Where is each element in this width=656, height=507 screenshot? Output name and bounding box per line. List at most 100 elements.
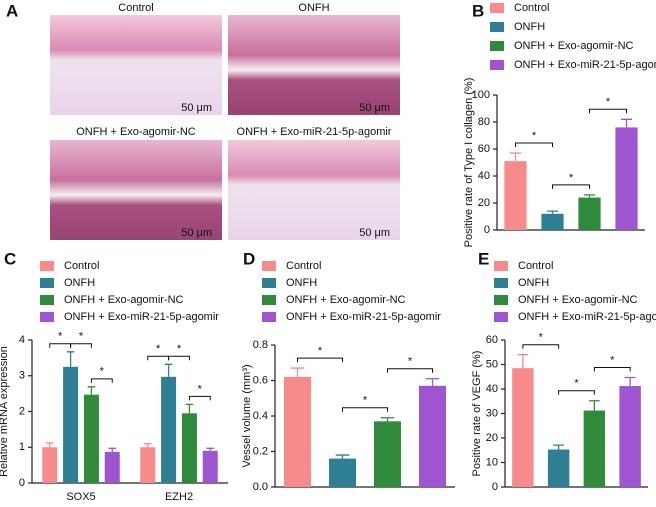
image-label: ONFH [298, 2, 329, 14]
bar [284, 376, 311, 487]
y-tick-label: 0 [484, 224, 490, 236]
significance-bracket [515, 142, 553, 148]
image-label: ONFH + Exo-miR-21-5p-agomir [237, 126, 392, 138]
significance-label: * [574, 378, 579, 390]
legend-swatch [494, 278, 508, 288]
y-tick-label: 30 [486, 407, 498, 419]
legend-swatch [262, 278, 276, 288]
legend-swatch [494, 261, 508, 271]
panel-letter: A [6, 1, 18, 20]
panel-letter: D [243, 249, 255, 268]
legend-label: ONFH + Exo-miR-21-5p-agomir [514, 59, 656, 71]
significance-label: * [408, 356, 413, 368]
legend-swatch [494, 312, 508, 322]
error-bar [620, 118, 633, 128]
bar [547, 449, 570, 487]
histology-image [228, 15, 400, 115]
y-tick-label: 4 [19, 334, 25, 346]
y-tick-label: 10 [486, 456, 498, 468]
y-tick-label: 0.8 [253, 339, 268, 351]
bar [583, 410, 606, 487]
legend-label: ONFH [514, 21, 545, 33]
legend-swatch [490, 60, 504, 70]
bar [104, 451, 120, 483]
legend-swatch [40, 261, 54, 271]
y-tick-label: 1 [19, 441, 25, 453]
y-tick-label: 20 [478, 197, 490, 209]
bar [419, 385, 446, 487]
significance-label: * [177, 343, 182, 355]
y-tick-label: 0.4 [253, 410, 268, 422]
legend-swatch [40, 312, 54, 322]
legend-label: ONFH + Exo-agomir-NC [514, 40, 634, 52]
significance-bracket [188, 395, 211, 401]
legend-swatch [262, 261, 276, 271]
y-tick-label: 40 [486, 383, 498, 395]
significance-label: * [100, 366, 105, 378]
significance-label: * [318, 345, 323, 357]
legend-label: ONFH + Exo-miR-21-5p-agomir [64, 311, 219, 323]
y-tick-label: 80 [478, 116, 490, 128]
bar [42, 447, 58, 483]
legend-label: Control [514, 2, 549, 14]
error-bar [546, 210, 559, 214]
legend-label: Control [64, 260, 99, 272]
bar [140, 447, 156, 483]
y-axis-label: Positive rate of Type I collagen (%) [463, 78, 475, 248]
error-bar [185, 403, 194, 414]
bar [578, 197, 601, 230]
significance-bracket [70, 343, 92, 348]
legend-label: ONFH + Exo-miR-21-5p-agomir [286, 311, 441, 323]
legend-swatch [490, 3, 504, 13]
significance-bracket [558, 390, 595, 395]
y-tick-label: 3 [19, 370, 25, 382]
y-tick-label: 50 [486, 358, 498, 370]
y-tick-label: 0.6 [253, 374, 268, 386]
y-tick-label: 100 [472, 89, 490, 101]
bar [374, 421, 401, 487]
error-bar [553, 444, 564, 450]
scale-bar-label: 50 μm [359, 102, 390, 114]
significance-bracket [90, 378, 113, 383]
error-bar [66, 351, 75, 367]
significance-bracket [49, 343, 72, 348]
bar [512, 368, 534, 487]
significance-label: * [539, 332, 544, 344]
y-tick-label: 0.2 [253, 445, 268, 457]
legend-label: ONFH + Exo-miR-21-5p-agomir [518, 311, 656, 323]
legend-swatch [40, 278, 54, 288]
error-bar [517, 354, 529, 369]
panel-letter: B [472, 1, 484, 20]
bar [615, 127, 638, 230]
bar [329, 458, 356, 487]
significance-label: * [606, 96, 611, 108]
histology-image [228, 140, 400, 240]
histology-image [50, 15, 222, 115]
y-tick-label: 20 [486, 432, 498, 444]
significance-bracket [552, 184, 590, 189]
legend-label: Control [286, 260, 321, 272]
legend-label: ONFH [286, 277, 317, 289]
significance-bracket [342, 407, 388, 412]
significance-label: * [79, 331, 84, 343]
legend-label: ONFH [518, 277, 549, 289]
legend-swatch [262, 312, 276, 322]
error-bar [589, 400, 600, 411]
error-bar [425, 378, 440, 386]
error-bar [290, 367, 305, 377]
panel-letter: E [478, 249, 489, 268]
legend-label: ONFH [64, 277, 95, 289]
significance-label: * [532, 130, 537, 142]
y-tick-label: 60 [486, 334, 498, 346]
y-tick-label: 60 [478, 143, 490, 155]
scale-bar-label: 50 μm [181, 102, 212, 114]
error-bar [206, 447, 214, 451]
x-tick-label: SOX5 [66, 491, 95, 503]
significance-label: * [610, 354, 615, 366]
y-axis-label: Relative mRNA expression [0, 346, 10, 477]
bar [161, 376, 177, 483]
significance-bracket [297, 357, 343, 363]
bar [181, 413, 197, 483]
bar [504, 161, 527, 230]
